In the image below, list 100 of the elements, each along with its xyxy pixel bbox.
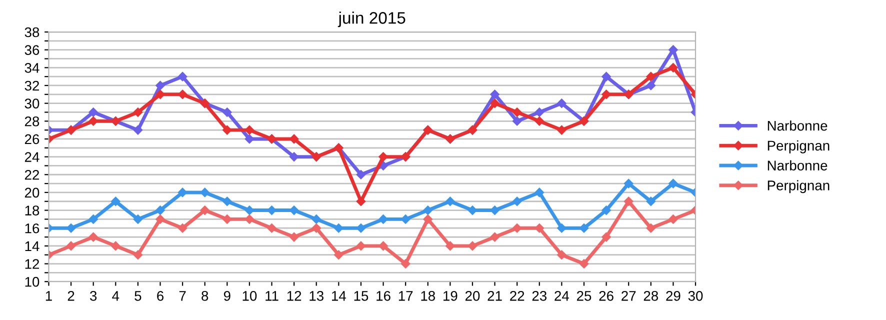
point xyxy=(178,223,188,233)
point xyxy=(289,134,299,144)
x-tick-label: 9 xyxy=(224,290,230,301)
point xyxy=(534,108,544,117)
x-tick-label: 21 xyxy=(488,290,502,301)
point xyxy=(668,178,678,188)
point xyxy=(378,241,388,251)
x-tick-label: 2 xyxy=(68,290,74,301)
x-tick-label: 20 xyxy=(465,290,480,301)
point xyxy=(200,188,210,198)
y-tick-label: 36 xyxy=(24,45,40,55)
x-tick-label: 29 xyxy=(666,290,680,301)
y-tick-label: 14 xyxy=(25,241,40,251)
point xyxy=(557,98,566,108)
x-tick-label: 17 xyxy=(398,291,413,301)
x-tick-label: 24 xyxy=(554,290,570,301)
point xyxy=(512,223,522,233)
point xyxy=(356,170,366,180)
x-tick-label: 7 xyxy=(179,291,186,301)
point xyxy=(602,90,611,100)
y-tick-label: 12 xyxy=(25,259,40,269)
y-tick-label: 38 xyxy=(24,27,40,38)
x-tick-label: 5 xyxy=(134,291,142,301)
point xyxy=(334,250,344,260)
point xyxy=(244,125,254,135)
point xyxy=(111,196,120,206)
point xyxy=(400,259,410,268)
point xyxy=(423,206,432,215)
point xyxy=(490,90,500,100)
point xyxy=(602,206,611,215)
point xyxy=(512,116,522,126)
point xyxy=(200,206,210,215)
point xyxy=(602,72,611,82)
legend-label: Perpignan xyxy=(768,180,830,194)
point xyxy=(646,80,656,90)
point xyxy=(66,241,76,251)
x-tick-label: 26 xyxy=(599,290,614,301)
point xyxy=(400,214,410,224)
x-tick-label: 6 xyxy=(157,290,164,301)
point xyxy=(244,214,254,224)
point xyxy=(133,214,143,224)
point xyxy=(668,63,678,72)
point xyxy=(579,223,589,233)
point xyxy=(378,152,388,162)
x-tick-label: 10 xyxy=(242,290,257,301)
x-tick-label: 13 xyxy=(310,290,324,301)
x-tick-label: 1 xyxy=(46,291,52,301)
point xyxy=(88,116,98,126)
point xyxy=(423,214,432,224)
point xyxy=(468,206,478,215)
point xyxy=(490,98,500,108)
point xyxy=(156,90,165,100)
point xyxy=(557,223,566,233)
point xyxy=(133,108,143,117)
point xyxy=(356,241,366,251)
x-tick-label: 4 xyxy=(112,291,120,301)
legend-label: Narbonne xyxy=(768,120,828,131)
point xyxy=(534,116,544,126)
point xyxy=(222,125,232,135)
point xyxy=(222,108,232,117)
point xyxy=(88,214,98,224)
point xyxy=(267,223,276,233)
x-tick-label: 25 xyxy=(576,290,592,301)
point xyxy=(534,188,544,198)
point xyxy=(446,241,455,251)
point xyxy=(289,152,299,162)
point xyxy=(156,206,165,215)
point xyxy=(312,214,321,224)
y-tick-label: 10 xyxy=(25,276,40,287)
point xyxy=(178,72,188,82)
x-tick-label: 8 xyxy=(202,290,208,301)
y-tick-label: 16 xyxy=(25,223,40,234)
point xyxy=(668,214,678,224)
point xyxy=(156,80,165,90)
point xyxy=(356,223,366,233)
chart-title: juin 2015 xyxy=(338,12,406,28)
y-tick-label: 28 xyxy=(24,116,40,126)
point xyxy=(468,241,478,251)
x-tick-label: 23 xyxy=(532,290,547,301)
x-tick-label: 11 xyxy=(266,291,278,301)
point xyxy=(534,223,544,233)
point xyxy=(312,223,321,233)
point xyxy=(378,214,388,224)
point xyxy=(646,223,656,233)
point xyxy=(244,206,254,215)
point xyxy=(512,108,522,117)
point xyxy=(557,250,566,260)
x-tick-label: 19 xyxy=(444,290,458,301)
y-tick-label: 26 xyxy=(24,134,40,144)
point xyxy=(624,178,634,188)
point xyxy=(490,232,500,242)
x-tick-label: 3 xyxy=(90,290,97,301)
legend-label: Perpignan xyxy=(768,140,830,154)
point xyxy=(668,45,678,54)
point xyxy=(289,206,299,215)
point xyxy=(88,232,98,242)
point xyxy=(579,259,589,268)
point xyxy=(624,196,634,206)
x-tick-label: 27 xyxy=(622,290,636,301)
point xyxy=(133,125,143,135)
